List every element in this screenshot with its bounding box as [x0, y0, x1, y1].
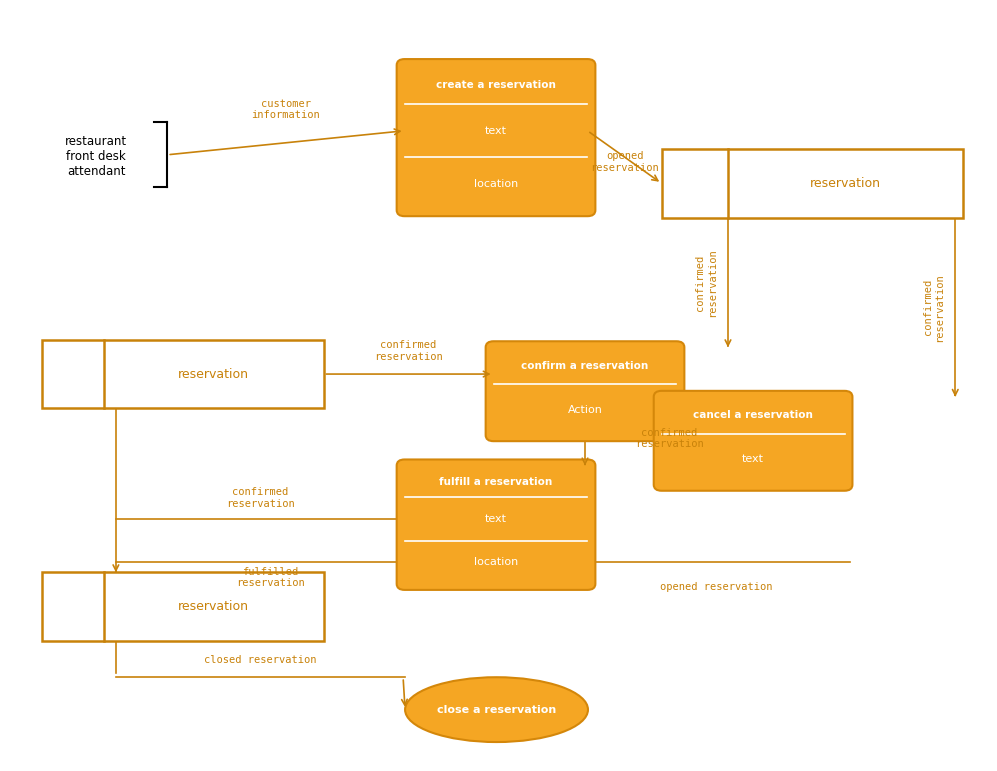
- Text: restaurant
front desk
attendant: restaurant front desk attendant: [65, 135, 128, 178]
- Text: Action: Action: [567, 405, 602, 415]
- Text: customer
information: customer information: [251, 99, 320, 120]
- Text: closed reservation: closed reservation: [204, 655, 317, 665]
- Text: opened
reservation: opened reservation: [590, 151, 659, 173]
- FancyBboxPatch shape: [397, 59, 595, 216]
- Text: location: location: [474, 557, 518, 567]
- Text: text: text: [742, 454, 764, 464]
- Text: confirmed
reservation: confirmed reservation: [226, 487, 294, 509]
- Text: confirmed
reservation: confirmed reservation: [374, 340, 443, 362]
- Text: confirmed
reservation: confirmed reservation: [696, 248, 717, 317]
- Text: location: location: [474, 179, 518, 189]
- Text: opened reservation: opened reservation: [660, 581, 773, 591]
- Text: close a reservation: close a reservation: [437, 705, 556, 715]
- Text: cancel a reservation: cancel a reservation: [693, 410, 813, 420]
- Bar: [42, 340, 323, 409]
- FancyBboxPatch shape: [654, 391, 852, 491]
- Text: confirmed
reservation: confirmed reservation: [635, 428, 704, 449]
- Text: reservation: reservation: [178, 368, 249, 381]
- Bar: [662, 149, 963, 217]
- Text: text: text: [485, 514, 507, 524]
- Ellipse shape: [405, 677, 588, 742]
- Text: fulfilled
reservation: fulfilled reservation: [235, 567, 304, 588]
- Bar: [42, 572, 323, 641]
- Text: confirm a reservation: confirm a reservation: [521, 361, 649, 371]
- Text: confirmed
reservation: confirmed reservation: [922, 273, 944, 342]
- Text: fulfill a reservation: fulfill a reservation: [440, 476, 552, 487]
- Text: reservation: reservation: [811, 177, 881, 190]
- Text: text: text: [485, 126, 507, 136]
- FancyBboxPatch shape: [397, 460, 595, 590]
- FancyBboxPatch shape: [486, 342, 684, 441]
- Text: create a reservation: create a reservation: [436, 79, 556, 89]
- Text: reservation: reservation: [178, 600, 249, 613]
